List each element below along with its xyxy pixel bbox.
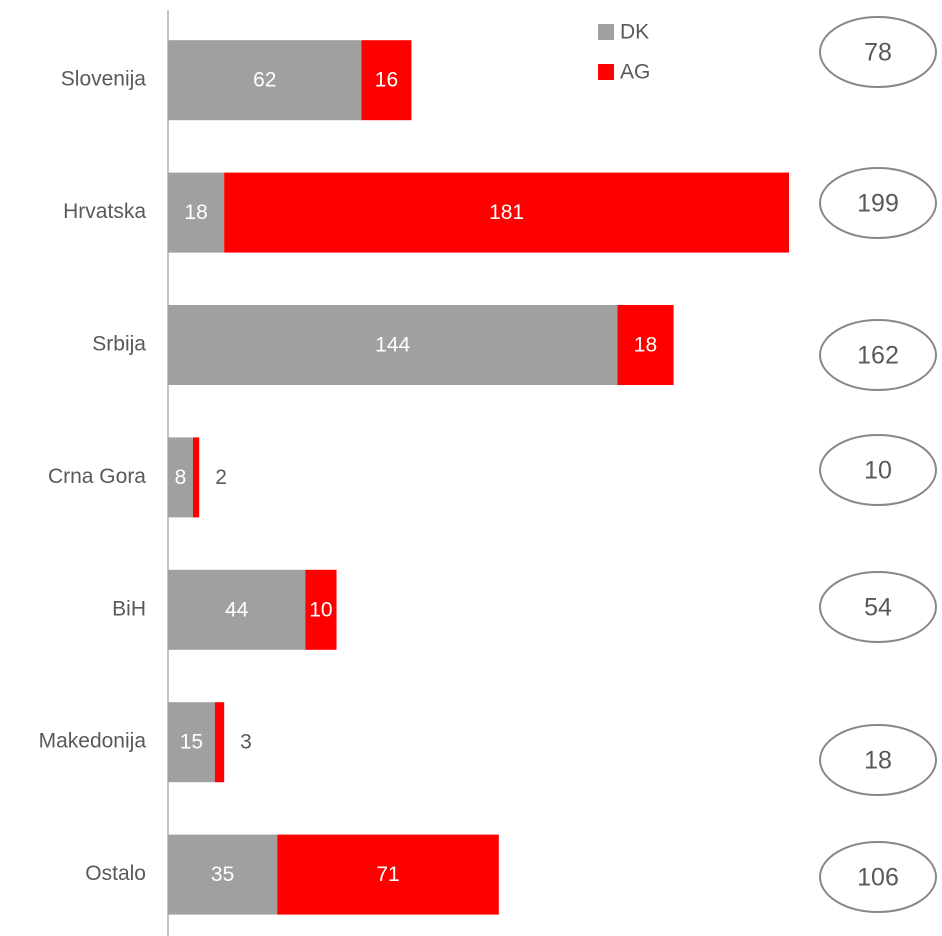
bar-segment xyxy=(168,702,215,783)
category-label: BiH xyxy=(112,597,146,620)
legend-swatch xyxy=(598,24,614,40)
total-label: 10 xyxy=(864,457,892,485)
data-label: 18 xyxy=(634,334,657,357)
category-label: Ostalo xyxy=(85,862,146,885)
data-label: 62 xyxy=(253,69,276,92)
legend-swatch xyxy=(598,64,614,80)
bar-segment xyxy=(168,172,225,253)
total-label: 199 xyxy=(857,190,899,218)
total-bubble xyxy=(819,571,937,643)
total-bubble xyxy=(819,724,937,796)
bar-segment xyxy=(617,305,674,385)
category-label: Crna Gora xyxy=(48,465,146,488)
data-label: 181 xyxy=(489,201,524,224)
bar-segment xyxy=(224,172,790,253)
total-bubble xyxy=(819,319,937,391)
legend-label: DK xyxy=(620,21,649,44)
total-label: 162 xyxy=(857,342,899,370)
bar-segment xyxy=(168,437,193,518)
data-label: 35 xyxy=(211,863,234,886)
total-label: 78 xyxy=(864,39,892,67)
bar-segment xyxy=(214,702,225,783)
category-label: Makedonija xyxy=(39,730,147,753)
total-label: 106 xyxy=(857,864,899,892)
data-label: 2 xyxy=(215,466,227,489)
bar-segment xyxy=(168,40,362,121)
data-label: 3 xyxy=(240,731,252,754)
data-label: 71 xyxy=(376,863,399,886)
data-label: 44 xyxy=(225,598,249,621)
bar-segment xyxy=(361,40,412,121)
bar-segment xyxy=(277,834,499,915)
total-bubble xyxy=(819,434,937,506)
data-label: 15 xyxy=(180,731,203,754)
bar-segment xyxy=(168,569,306,650)
category-label: Hrvatska xyxy=(63,200,146,223)
total-bubble xyxy=(819,167,937,239)
total-bubble xyxy=(819,16,937,88)
total-bubble xyxy=(819,841,937,913)
total-label: 54 xyxy=(864,594,892,622)
bar-segment xyxy=(192,437,200,518)
data-label: 10 xyxy=(309,598,332,621)
total-label: 18 xyxy=(864,747,892,775)
category-label: Slovenija xyxy=(61,68,147,91)
legend-label: AG xyxy=(620,61,650,84)
data-label: 144 xyxy=(375,334,410,357)
bar-segment xyxy=(168,834,278,915)
data-label: 18 xyxy=(184,201,207,224)
category-label: Srbija xyxy=(92,333,146,356)
bar-segment xyxy=(305,569,337,650)
bar-segment xyxy=(168,305,618,385)
data-label: 16 xyxy=(375,69,398,92)
data-label: 8 xyxy=(175,466,187,489)
